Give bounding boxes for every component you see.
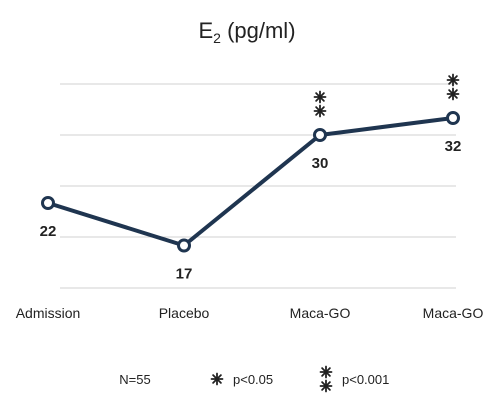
data-label: 32	[445, 138, 462, 155]
legend-n-label: N=55	[119, 372, 150, 387]
significance-star	[313, 90, 327, 104]
series-line	[47, 116, 454, 248]
title-sub: 2	[213, 30, 221, 46]
x-tick-labels: Admission Placebo Maca-GO Maca-GO	[16, 305, 484, 321]
legend-label: p<0.05	[233, 372, 273, 387]
title-rest: (pg/ml)	[221, 18, 296, 43]
data-label: 22	[40, 223, 57, 240]
data-label: 30	[312, 155, 329, 172]
data-label: 17	[176, 266, 193, 283]
legend-single-star	[210, 372, 224, 386]
x-tick-label: Maca-GO	[423, 305, 484, 321]
significance-star	[313, 104, 327, 118]
significance-star	[446, 73, 460, 87]
x-tick-label: Placebo	[159, 305, 210, 321]
x-tick-label: Admission	[16, 305, 81, 321]
significance-star	[446, 87, 460, 101]
series-group: 22 17 30 32	[40, 73, 462, 283]
legend-label: p<0.001	[342, 372, 389, 387]
data-point	[177, 238, 191, 253]
data-point	[41, 196, 55, 210]
chart-title: E2 (pg/ml)	[198, 18, 295, 46]
data-point	[313, 128, 327, 142]
data-point	[446, 111, 460, 125]
legend-double-star	[319, 379, 333, 393]
x-tick-label: Maca-GO	[290, 305, 351, 321]
title-main: E	[198, 18, 213, 43]
legend-double-star	[319, 365, 333, 379]
legend: N=55 p<0.05 p<0.001	[119, 365, 389, 393]
